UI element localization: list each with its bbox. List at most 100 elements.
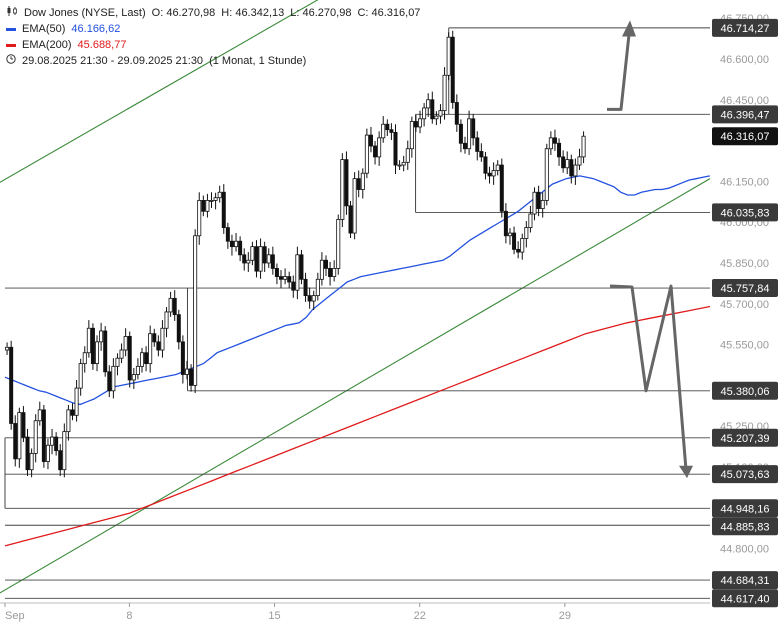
candle-up	[336, 219, 341, 269]
x-tick-label: 29	[559, 610, 571, 622]
candle-down	[516, 248, 521, 253]
high-value: H: 46.342,13	[221, 7, 285, 19]
price-level-label-bg	[712, 279, 778, 298]
x-tick-label: 15	[268, 610, 280, 622]
candle-up	[213, 197, 218, 201]
price-level-label: 45.207,39	[721, 433, 770, 445]
ema50-value: 46.166,62	[71, 23, 121, 35]
legend-title-row: Dow Jones (NYSE, Last) O: 46.270,98 H: 46…	[6, 5, 426, 21]
candle-down	[385, 123, 390, 131]
candle-up	[360, 172, 365, 190]
y-tick-label: 45.850,00	[720, 258, 769, 270]
candle-up	[401, 161, 406, 166]
price-level-label-bg	[712, 499, 778, 518]
candle-down	[348, 205, 353, 234]
candle-down	[238, 240, 243, 256]
candle-down	[180, 341, 185, 375]
candle-down	[127, 336, 132, 381]
candle-up	[467, 118, 472, 150]
candle-down	[156, 341, 161, 351]
arrow-up-path	[607, 34, 631, 111]
candle-down	[201, 200, 206, 212]
price-level-label-bg	[712, 517, 778, 536]
ema200-label: EMA(200)	[22, 39, 72, 51]
candle-up	[37, 409, 42, 422]
instrument-title: Dow Jones (NYSE, Last)	[24, 7, 146, 19]
candle-down	[569, 159, 574, 177]
arrow-up-head	[622, 20, 636, 37]
y-tick-label: 46.600,00	[720, 54, 769, 66]
candle-up	[17, 412, 22, 460]
candle-up	[197, 200, 202, 237]
y-tick-label: 46.150,00	[720, 176, 769, 188]
candle-up	[29, 452, 34, 471]
candle-down	[303, 278, 308, 297]
candle-down	[413, 121, 418, 128]
candle-down	[393, 132, 398, 166]
candle-up	[319, 259, 324, 280]
candle-down	[368, 134, 373, 147]
candle-up	[250, 246, 255, 261]
x-tick-label: 8	[126, 610, 132, 622]
open-value: O: 46.270,98	[151, 7, 216, 19]
candle-down	[25, 436, 30, 471]
candle-up	[340, 159, 345, 220]
candle-up	[377, 137, 382, 158]
candle-up	[315, 278, 320, 297]
candle-down	[552, 137, 557, 144]
y-tick-label: 45.700,00	[720, 299, 769, 311]
candle-down	[458, 123, 463, 144]
candle-down	[176, 314, 181, 343]
candle-down	[58, 450, 63, 471]
candle-down	[463, 142, 468, 150]
price-level-labels: 46.714,27 46.396,47 46.035,83 45.757,84 45.3…	[712, 18, 778, 608]
candle-up	[82, 352, 87, 365]
candle-down	[512, 232, 517, 250]
candle-up	[160, 327, 165, 351]
candle-up	[123, 336, 128, 351]
candle-up	[148, 333, 153, 365]
candle-up	[405, 148, 410, 163]
candle-up	[364, 134, 369, 174]
candle-down	[21, 412, 26, 438]
trend-line	[0, 0, 319, 183]
candle-up	[283, 276, 288, 280]
candle-down	[287, 276, 292, 283]
price-level-label: 44.684,31	[721, 575, 770, 587]
candle-up	[234, 240, 239, 248]
candle-down	[90, 327, 95, 365]
candle-up	[50, 436, 55, 446]
candle-down	[13, 423, 18, 460]
candle-up	[491, 170, 496, 177]
ohlc-values: O: 46.270,98 H: 46.342,13 L: 46.270,98 C: 4…	[152, 5, 427, 21]
candle-up	[266, 254, 271, 264]
candle-up	[397, 164, 402, 167]
candle-down	[454, 102, 459, 125]
x-tick-label: 22	[414, 610, 426, 622]
candle-down	[307, 295, 312, 302]
candle-up	[139, 352, 144, 367]
candle-down	[229, 240, 234, 248]
candles	[5, 30, 586, 478]
low-value: L: 46.270,98	[290, 7, 352, 19]
candle-down	[41, 409, 46, 462]
candle-up	[418, 118, 423, 128]
price-level-label-bg	[712, 465, 778, 484]
candle-down	[221, 191, 226, 229]
candle-down	[254, 246, 259, 272]
candle-down	[54, 436, 59, 452]
price-level-label: 44.885,83	[721, 521, 770, 533]
candle-down	[389, 129, 394, 133]
candlestick-icon	[6, 5, 18, 21]
candle-down	[9, 346, 14, 424]
candle-down	[279, 276, 284, 280]
price-level-label-bg	[712, 381, 778, 400]
candle-up	[434, 115, 439, 120]
price-level-label: 46.714,27	[721, 23, 770, 35]
price-level-label: 44.617,40	[721, 593, 770, 605]
candle-down	[242, 254, 247, 264]
candle-up	[111, 365, 116, 392]
candle-up	[573, 164, 578, 177]
